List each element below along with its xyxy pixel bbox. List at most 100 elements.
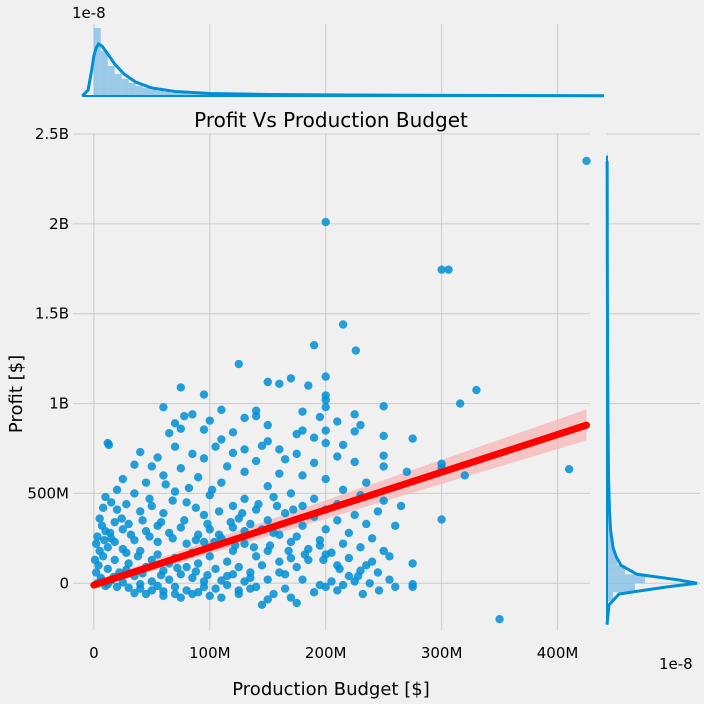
data-point [118,578,128,587]
data-point [199,390,209,399]
data-point [217,405,226,415]
chart-title: Profit Vs Production Budget [194,108,468,132]
data-point [207,485,217,495]
data-point [286,374,296,383]
data-point [408,559,417,568]
data-point [168,496,177,505]
data-point [182,562,191,572]
data-point [265,541,275,550]
data-point [362,561,371,570]
histogram-bar-x [114,74,122,96]
data-point [373,568,383,577]
scatter-points [90,156,591,624]
data-point [408,434,417,443]
data-point [153,537,162,547]
histogram-bar-y [607,529,611,539]
data-point [455,399,465,408]
data-point [156,570,166,580]
data-point [275,469,284,478]
data-point [333,417,342,426]
data-point [182,539,191,548]
data-point [193,473,203,482]
data-point [234,586,243,595]
data-point [240,467,249,477]
histogram-bar-x [121,79,129,96]
data-point [367,534,377,543]
data-point [240,539,249,548]
data-point [275,379,284,388]
data-point [257,600,267,610]
histogram-bar-x [177,93,187,96]
data-point [124,583,133,592]
data-point [275,557,284,566]
data-point [495,615,504,624]
data-point [333,452,342,461]
data-point [191,535,201,545]
data-point [110,537,119,547]
data-point [176,464,186,473]
marginal-y-distribution [605,151,698,625]
data-point [159,402,168,412]
data-point [338,539,348,548]
data-point [338,580,348,590]
data-point [147,501,157,511]
data-point [234,562,243,572]
data-point [130,588,139,598]
data-point [141,478,151,487]
data-point [147,577,157,586]
data-point [379,451,388,460]
data-point [91,539,101,548]
data-point [112,582,122,592]
histogram-bar-y [607,574,645,584]
data-point [309,340,319,350]
kde-curve-x [81,41,604,98]
data-point [141,589,151,599]
data-point [211,442,220,451]
data-point [145,494,154,504]
data-point [153,453,162,462]
data-point [180,516,189,525]
data-point [184,483,194,493]
data-point [321,217,330,227]
data-point [147,462,157,471]
data-point [188,449,197,459]
data-point [350,457,359,467]
data-point [356,543,365,552]
data-point [444,265,453,274]
data-point [217,576,226,585]
data-point [240,494,249,504]
data-point [110,555,119,565]
y-tick-label: 1B [49,395,69,413]
data-point [98,503,108,512]
data-point [193,559,203,568]
data-point [396,501,406,511]
data-point [205,552,214,561]
regression-line [90,421,591,589]
data-point [286,489,296,498]
data-point [362,519,371,529]
data-point [191,503,201,512]
data-point [321,438,330,448]
data-point [327,577,336,586]
data-point [275,530,284,539]
data-point [321,426,330,435]
data-point [188,589,197,599]
data-point [101,492,110,502]
data-point [460,471,470,480]
data-point [240,445,249,454]
data-point [222,580,232,590]
histogram-bar-x [100,51,108,96]
histogram-bar-y [607,556,617,566]
data-point [280,455,290,464]
data-point [351,346,361,355]
x-tick-label: 200M [305,644,347,662]
data-point [257,561,267,570]
data-point [358,589,367,599]
data-point [335,564,344,574]
data-point [280,570,290,579]
data-point [100,535,109,545]
data-point [338,485,348,495]
data-point [263,595,272,604]
data-point [280,508,290,518]
data-point [165,429,174,438]
